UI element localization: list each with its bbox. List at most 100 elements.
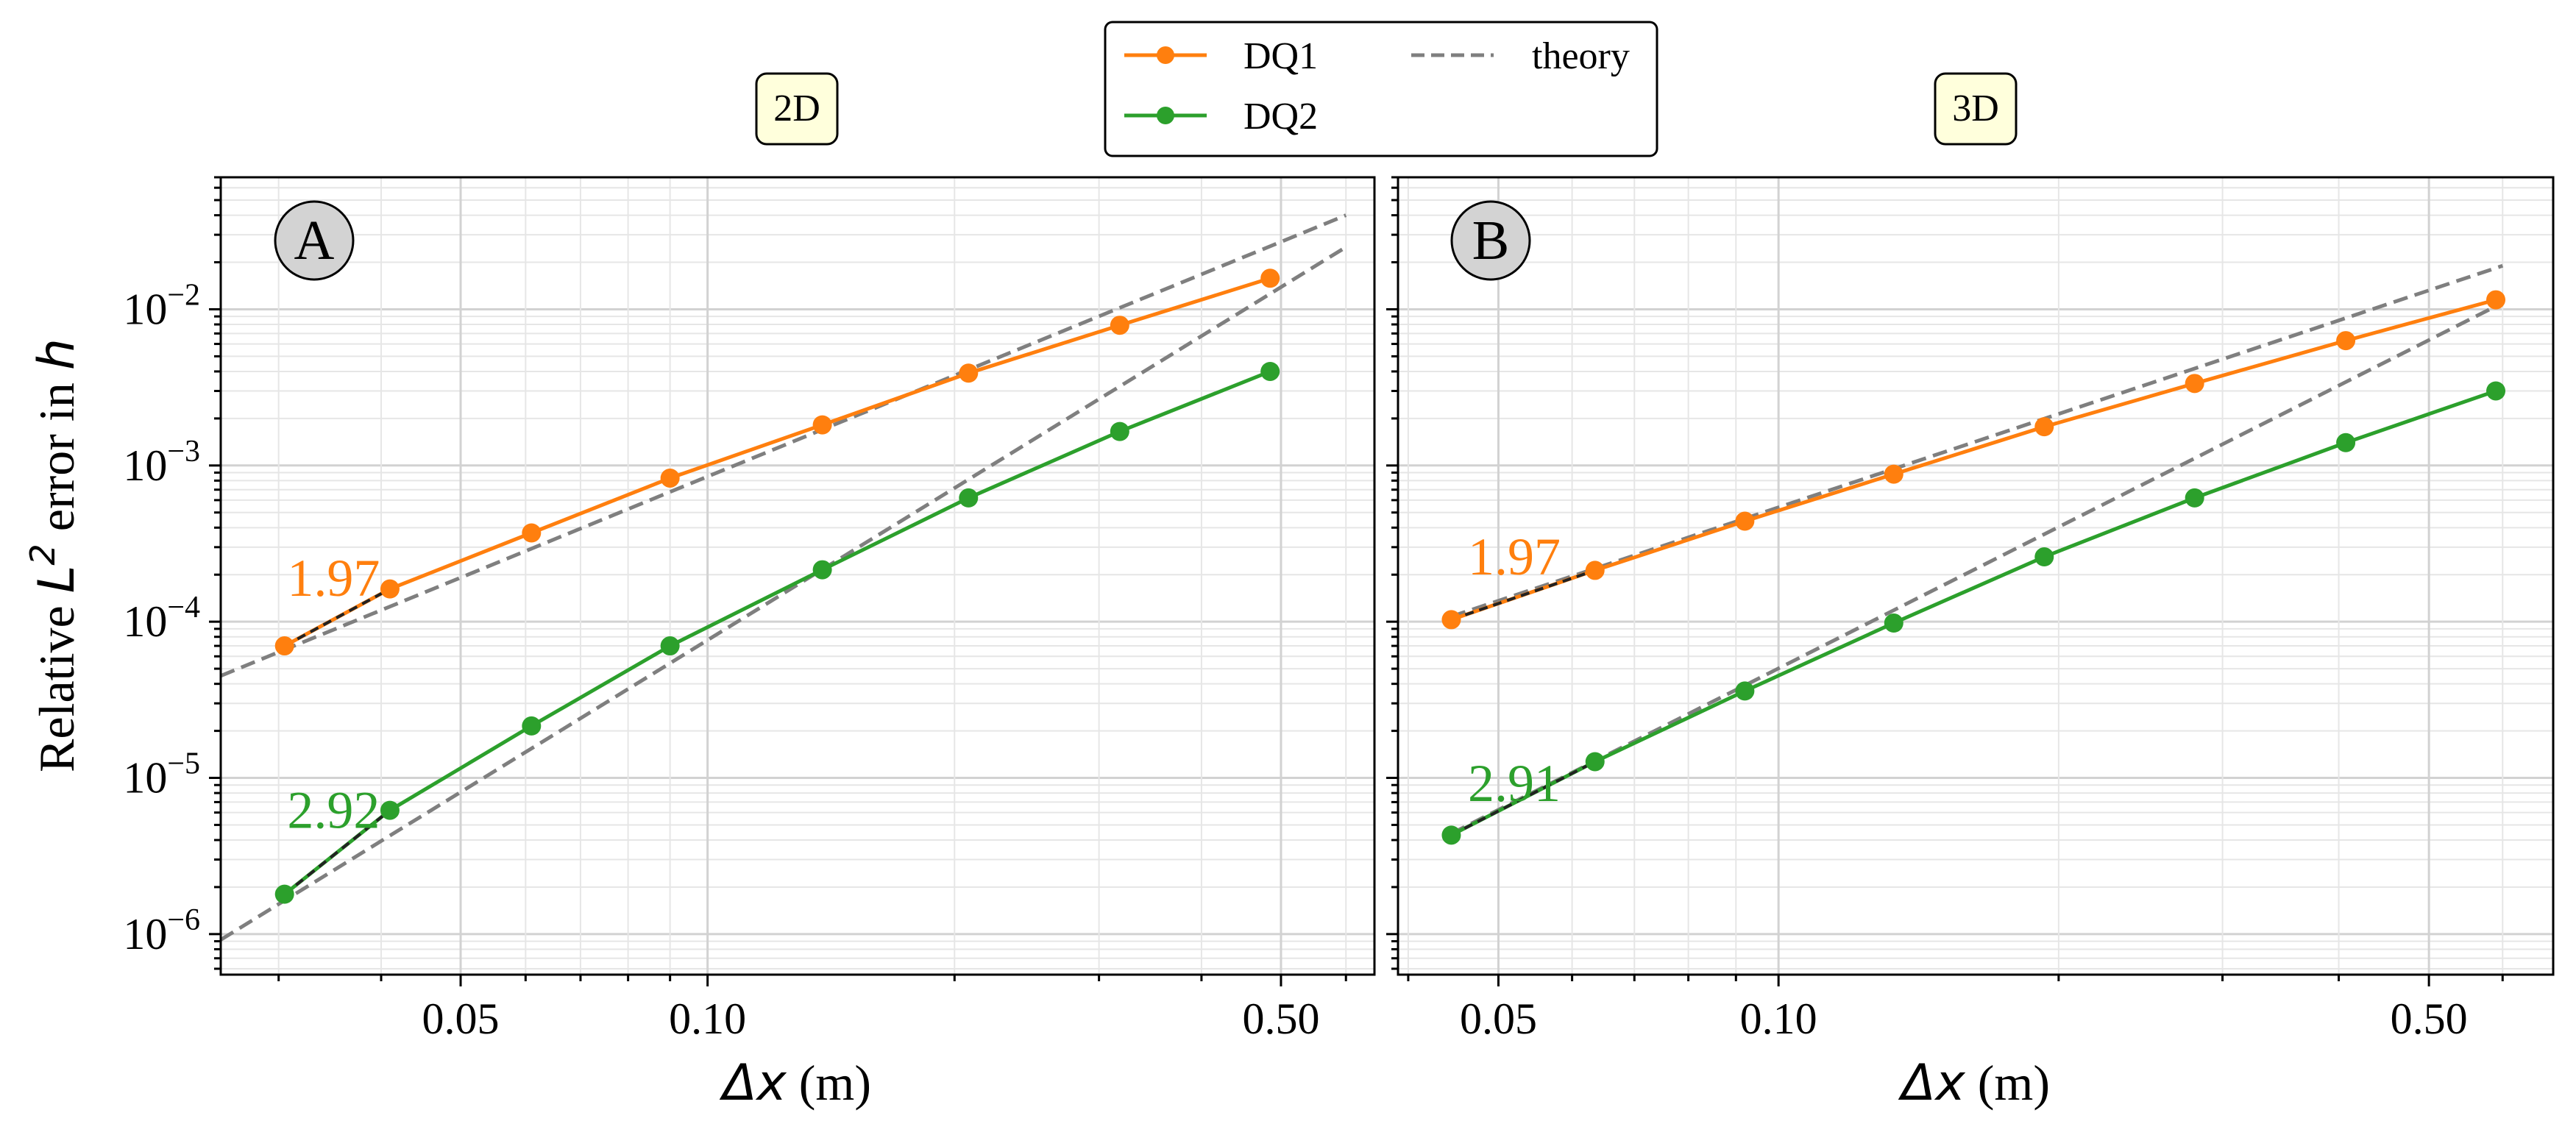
x-axis-label-b: Δx (m) (1898, 1054, 2050, 1112)
panel-a-dq2-point (812, 560, 832, 580)
legend-entry-dq2: DQ2 (1124, 96, 1318, 138)
x-axis-label-b-delta: Δx (1898, 1054, 1966, 1112)
panel-b-dq1-line (1450, 298, 2497, 622)
x-axis-label-b-unit: (m) (1965, 1055, 2050, 1111)
panel-b-dq1-point (2486, 290, 2506, 310)
panel-b-dq2-point (2185, 488, 2204, 508)
panel-b-theory-line (1450, 301, 2504, 836)
panel-b-title-box (1934, 72, 2018, 146)
panel-b-dq2-fit-segment (1450, 760, 1596, 837)
panel-b-dq1-point (1884, 464, 1903, 484)
panel-b-dq2-line (1450, 389, 2497, 837)
ytick-label-base: 10 (123, 910, 167, 958)
panel-b-dq2-point (2336, 433, 2356, 452)
panel-a-ytick-label: 10−3 (123, 435, 200, 490)
panel-b-letter-circle (1450, 200, 1531, 281)
y-axis-label-l: L (28, 565, 86, 593)
x-axis-label-a: Δx (m) (719, 1054, 871, 1112)
panel-a-dq1-point (274, 636, 294, 656)
legend: DQ1 DQ2 theory (1104, 21, 1658, 157)
panel-a-dq2-point (660, 636, 680, 656)
ytick-label-base: 10 (123, 441, 167, 490)
panel-b-letter-text: B (1472, 210, 1510, 271)
ytick-label-exponent: −6 (167, 903, 200, 937)
panel-a-dq1-point (660, 468, 680, 488)
legend-dq2-label: DQ2 (1243, 96, 1318, 138)
panel-b-xtick-label: 0.50 (2391, 995, 2468, 1043)
y-axis-label-middle: error in (29, 370, 85, 544)
panel-a-dq2-point (522, 716, 542, 736)
panel-b-letter: B (1450, 200, 1531, 281)
panel-b-dq1-point (2336, 331, 2356, 351)
panel-b-slope-label-dq2: 2.91 (1468, 754, 1561, 813)
panel-a-dq2-line (283, 369, 1271, 896)
panel-a-ytick-label: 10−4 (123, 591, 200, 646)
y-axis-label-h: h (28, 338, 86, 370)
panel-a-xtick-label: 0.05 (422, 995, 500, 1043)
panel-a-dq1-point (959, 363, 979, 383)
y-axis-label-prefix: Relative (29, 593, 85, 772)
panel-a-theory-line (220, 213, 1347, 678)
legend-entry-theory: theory (1411, 35, 1630, 77)
panel-b-dq2-point (1441, 825, 1461, 845)
panel-b-dq2-point (1735, 681, 1755, 701)
panel-a-dq2-point (1110, 421, 1129, 441)
panel-a-ytick-label: 10−5 (123, 747, 200, 803)
panel-b-theory-line (1450, 263, 2504, 619)
ytick-label-exponent: −4 (167, 591, 200, 625)
panel-b-dq2-point (2486, 381, 2506, 401)
ytick-label-exponent: −2 (167, 278, 200, 312)
y-axis-label-exponent: 2 (23, 544, 63, 565)
panel-a-dq1-point (1110, 316, 1129, 335)
legend-dq1-label: DQ1 (1243, 35, 1318, 77)
panel-a-series (274, 268, 1280, 904)
panel-a-dq2-fit-segment (283, 809, 391, 896)
panel-a-dq2-point (380, 800, 400, 820)
panel-b: 0.05 0.10 0.50 1.97 2.91 B 3D (1386, 72, 2555, 1043)
panel-a-frame (219, 176, 1376, 976)
panel-a-slope-label-dq2: 2.92 (287, 781, 380, 840)
panel-b-xtick-label: 0.10 (1740, 995, 1817, 1043)
panel-b-xtick-label: 0.05 (1460, 995, 1537, 1043)
panel-a-title-text: 2D (773, 88, 820, 129)
panel-a-title-box (755, 72, 839, 146)
panel-b-dq2-point (2034, 547, 2054, 567)
panel-a-dq1-point (380, 579, 400, 599)
legend-box (1104, 21, 1658, 157)
ytick-label-base: 10 (123, 754, 167, 803)
ytick-label-exponent: −3 (167, 435, 200, 469)
panel-a-letter-text: A (294, 210, 335, 271)
panel-b-annotations: 1.97 2.91 (1468, 527, 1561, 813)
panel-b-dq1-point (1735, 511, 1755, 531)
ytick-label-base: 10 (123, 285, 167, 333)
panel-b-dq1-point (2185, 374, 2204, 394)
panel-a-letter-circle (274, 200, 355, 281)
panel-a-dq1-point (1260, 268, 1280, 288)
panel-a-dq1-point (812, 415, 832, 435)
ytick-label-exponent: −5 (167, 747, 200, 781)
panel-b-title: 3D (1934, 72, 2018, 146)
x-axis-label-a-delta: Δx (719, 1054, 787, 1112)
panel-b-dq1-point (1585, 561, 1605, 580)
legend-entry-dq1: DQ1 (1124, 35, 1318, 77)
panel-a-title: 2D (755, 72, 839, 146)
panel-b-grid (1398, 177, 2553, 975)
legend-theory-label: theory (1532, 35, 1630, 77)
panel-b-dq1-point (1441, 610, 1461, 630)
panel-a-dq2-point (274, 884, 294, 904)
panel-b-slope-label-dq1: 1.97 (1468, 527, 1561, 586)
panel-b-dq2-point (1585, 752, 1605, 772)
panel-b-dq1-fit-segment (1450, 569, 1596, 622)
panel-a-xtick-label: 0.10 (669, 995, 746, 1043)
panel-a-ytick-label: 10−6 (123, 903, 200, 958)
panel-b-dq2-point (1884, 613, 1903, 633)
panel-b-ticks: 0.05 0.10 0.50 (1386, 176, 2504, 1043)
ytick-label-base: 10 (123, 597, 167, 646)
legend-dq2-marker (1157, 107, 1174, 124)
panel-a-dq2-point (959, 488, 979, 508)
panel-a-annotations: 1.97 2.92 (287, 549, 380, 840)
panel-a-dq1-point (522, 523, 542, 543)
panel-a-dq1-line (283, 276, 1271, 648)
